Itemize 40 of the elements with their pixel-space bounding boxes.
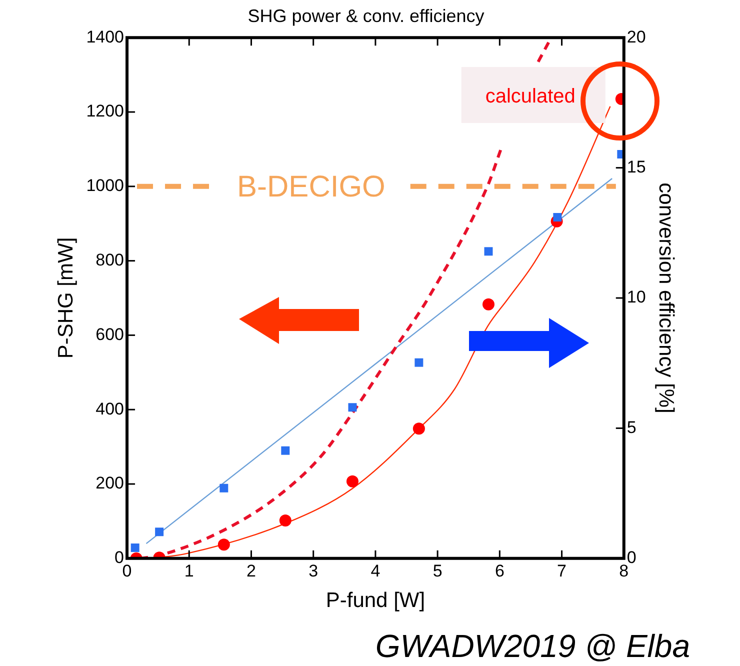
y-tick-label: 600 <box>96 324 124 344</box>
x-tick-label: 3 <box>308 561 318 580</box>
point <box>279 514 292 526</box>
point <box>220 484 228 492</box>
y-tick-label: 0 <box>114 548 124 568</box>
y-tick-label: 1000 <box>86 176 124 196</box>
point <box>414 358 424 367</box>
y2-tick-label: 5 <box>626 418 636 437</box>
point <box>484 247 493 256</box>
x-tick-label: 2 <box>246 561 256 580</box>
chart-title: SHG power & conv. efficiency <box>248 6 484 26</box>
annotation: calculated <box>485 85 576 108</box>
x-axis-title: P-fund [W] <box>326 589 426 612</box>
x-tick-label: 7 <box>557 561 567 580</box>
point <box>412 422 425 435</box>
text: GWADW2019 @ Elba <box>375 628 690 664</box>
point <box>346 475 358 488</box>
point <box>155 528 164 536</box>
x-tick-label: 4 <box>370 561 380 580</box>
x-tick-label: 8 <box>619 561 629 580</box>
point <box>218 538 230 551</box>
y-tick-label: 1400 <box>86 27 124 46</box>
y-axis-title: P-SHG [mW] <box>54 237 78 359</box>
y2-tick-label: 10 <box>626 288 646 307</box>
y2-axis-title: conversion efficiency [%] <box>654 182 678 414</box>
y-tick-label: 400 <box>96 399 124 418</box>
point <box>130 543 140 552</box>
y2-tick-label: 15 <box>626 157 646 176</box>
ref-line-label: B-DECIGO <box>237 170 386 204</box>
x-tick-label: 5 <box>432 561 442 580</box>
y-tick-label: 1200 <box>86 102 124 121</box>
point <box>348 403 357 412</box>
y-tick-label: 200 <box>96 474 124 493</box>
x-tick-label: 6 <box>494 561 504 580</box>
y2-tick-label: 20 <box>626 27 646 46</box>
y-tick-label: 800 <box>96 250 124 270</box>
x-tick-label: 1 <box>184 561 194 580</box>
point <box>281 446 290 455</box>
point <box>482 298 494 310</box>
y2-tick-label: 0 <box>626 548 636 568</box>
